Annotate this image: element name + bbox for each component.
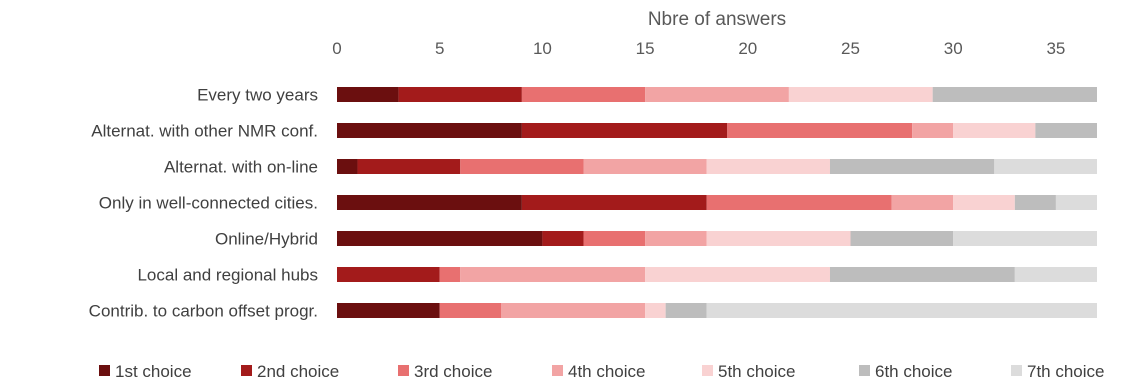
bar-segment <box>891 195 954 210</box>
x-tick-label: 35 <box>1046 39 1065 58</box>
bar-segment <box>542 231 584 246</box>
bar-segment <box>912 123 954 138</box>
x-tick-label: 25 <box>841 39 860 58</box>
bar-segment <box>337 123 522 138</box>
legend-label: 7th choice <box>1027 362 1105 381</box>
bar-segment <box>645 87 789 102</box>
bar-segment <box>439 267 461 282</box>
bar-segment <box>665 303 707 318</box>
category-label: Contrib. to carbon offset progr. <box>89 302 318 321</box>
category-label: Every two years <box>197 86 318 105</box>
x-axis-title: Nbre of answers <box>648 9 786 30</box>
legend-swatch <box>1011 365 1022 376</box>
legend-label: 2nd choice <box>257 362 339 381</box>
legend-item: 1st choice <box>99 362 192 381</box>
legend: 1st choice 2nd choice 3rd choice 4th choice… <box>99 362 1105 381</box>
bar-segment <box>953 231 1097 246</box>
bar-segment <box>1014 195 1056 210</box>
bar-segment <box>357 159 461 174</box>
bar-segment <box>727 123 913 138</box>
category-label: Alternat. with on-line <box>164 158 318 177</box>
bar-segment <box>1055 195 1097 210</box>
x-tick-label: 30 <box>944 39 963 58</box>
bar-segment <box>932 87 1097 102</box>
bar-segment <box>850 231 954 246</box>
bar-segment <box>953 123 1036 138</box>
legend-label: 6th choice <box>875 362 953 381</box>
bar-segment <box>706 231 851 246</box>
bar-segment <box>706 303 1097 318</box>
legend-swatch <box>702 365 713 376</box>
legend-item: 6th choice <box>859 362 953 381</box>
legend-swatch <box>241 365 252 376</box>
legend-label: 1st choice <box>115 362 192 381</box>
bar-segment <box>460 159 584 174</box>
x-tick-label: 15 <box>636 39 655 58</box>
x-tick-label: 20 <box>738 39 757 58</box>
legend-label: 4th choice <box>568 362 646 381</box>
legend-item: 7th choice <box>1011 362 1105 381</box>
bars <box>337 87 1097 318</box>
bar-segment <box>337 267 440 282</box>
category-label: Only in well-connected cities. <box>99 194 318 213</box>
x-tick-label: 0 <box>332 39 341 58</box>
bar-segment <box>521 195 707 210</box>
bar-segment <box>337 195 522 210</box>
legend-item: 3rd choice <box>398 362 492 381</box>
bar-segment <box>337 303 440 318</box>
bar-segment <box>645 267 830 282</box>
bar-segment <box>337 159 358 174</box>
bar-segment <box>706 159 830 174</box>
bar-segment <box>1014 267 1097 282</box>
bar-segment <box>1035 123 1097 138</box>
bar-segment <box>829 267 1015 282</box>
legend-swatch <box>99 365 110 376</box>
bar-segment <box>645 231 707 246</box>
legend-item: 2nd choice <box>241 362 339 381</box>
x-tick-label: 5 <box>435 39 444 58</box>
bar-segment <box>337 231 543 246</box>
category-label: Alternat. with other NMR conf. <box>91 122 318 141</box>
category-label: Online/Hybrid <box>215 230 318 249</box>
bar-segment <box>953 195 1015 210</box>
legend-label: 3rd choice <box>414 362 492 381</box>
bar-segment <box>645 303 666 318</box>
bar-segment <box>829 159 995 174</box>
legend-item: 4th choice <box>552 362 646 381</box>
bar-segment <box>521 123 728 138</box>
legend-swatch <box>398 365 409 376</box>
legend-label: 5th choice <box>718 362 796 381</box>
legend-swatch <box>552 365 563 376</box>
bar-segment <box>337 87 399 102</box>
legend-swatch <box>859 365 870 376</box>
bar-segment <box>583 159 707 174</box>
bar-segment <box>501 303 646 318</box>
bar-segment <box>460 267 646 282</box>
bar-segment <box>439 303 502 318</box>
bar-segment <box>994 159 1097 174</box>
bar-segment <box>583 231 646 246</box>
category-label: Local and regional hubs <box>137 266 318 285</box>
bar-segment <box>706 195 892 210</box>
x-axis-ticks: 0 5 10 15 20 25 30 35 <box>332 39 1065 58</box>
bar-segment <box>521 87 646 102</box>
bar-segment <box>398 87 522 102</box>
x-tick-label: 10 <box>533 39 552 58</box>
legend-item: 5th choice <box>702 362 796 381</box>
bar-segment <box>788 87 933 102</box>
category-labels: Every two years Alternat. with other NMR … <box>89 86 318 321</box>
